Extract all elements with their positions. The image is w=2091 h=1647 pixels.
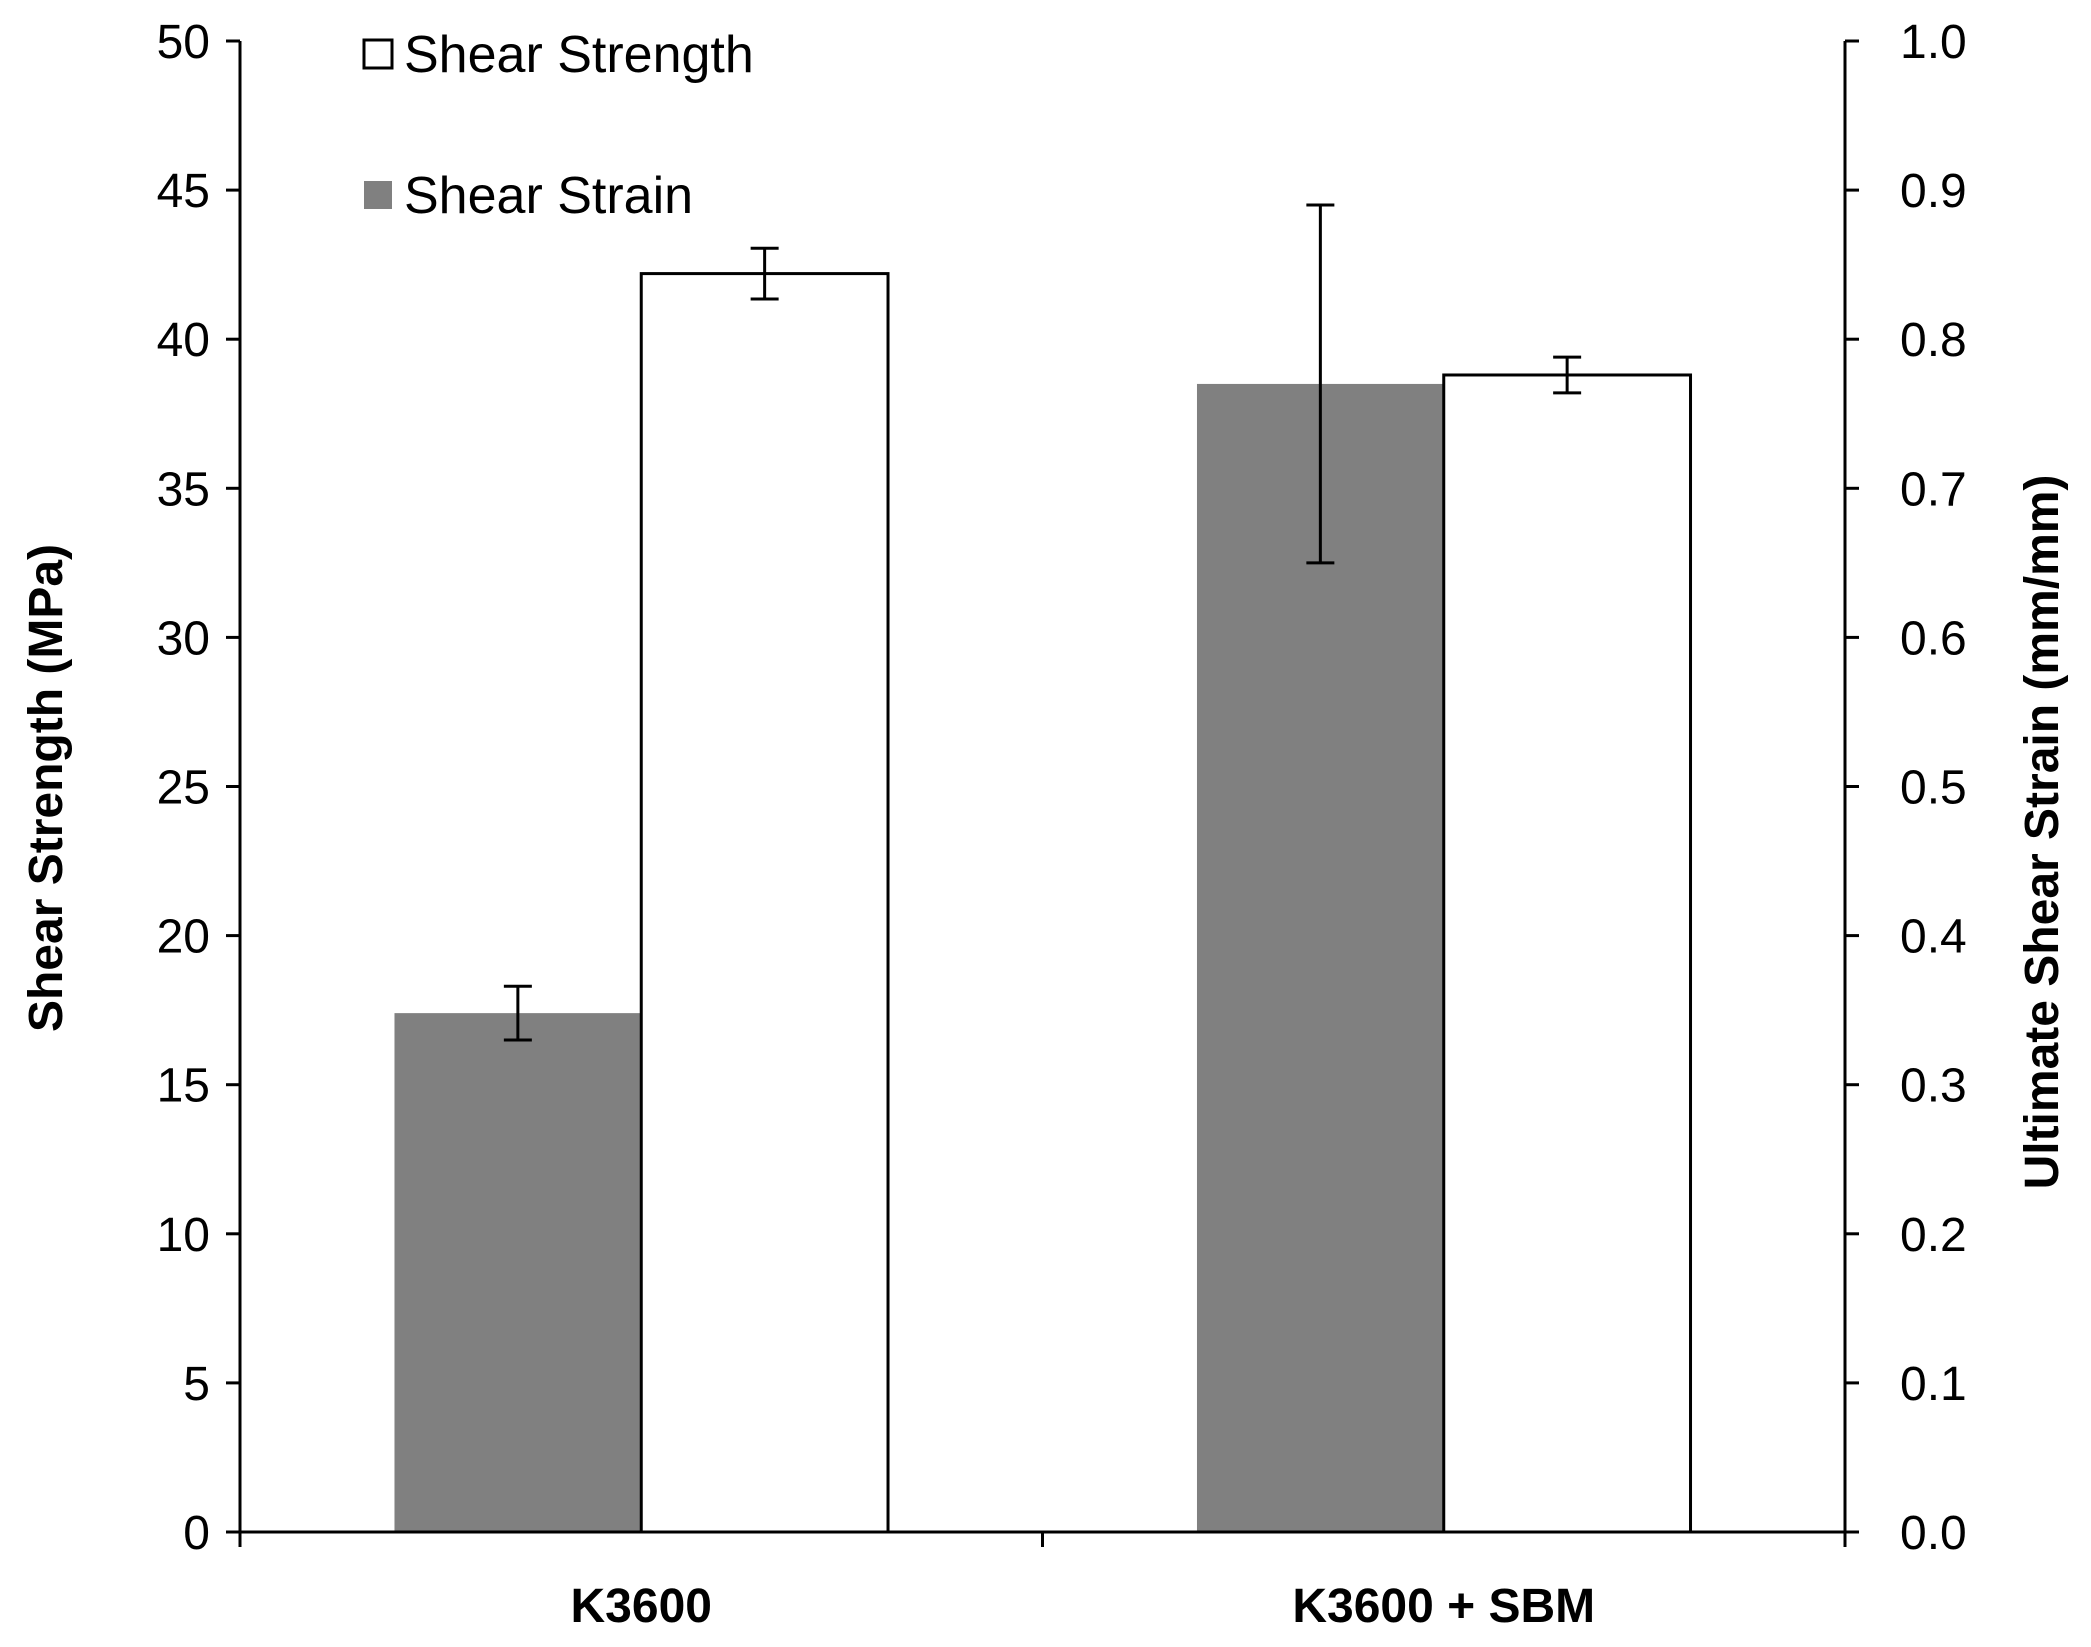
- left-tick-label: 35: [157, 463, 210, 516]
- bars-layer: [394, 272, 1693, 1534]
- legend-swatch-shear-strength: [362, 38, 394, 70]
- right-tick-label: 0.7: [1900, 463, 1967, 516]
- left-tick-label: 10: [157, 1209, 210, 1262]
- right-tick-label: 1.0: [1900, 16, 1967, 69]
- right-tick-label: 0.3: [1900, 1060, 1967, 1113]
- right-tick-label: 0.9: [1900, 165, 1967, 218]
- bar-shear-strength: [639, 272, 890, 1534]
- right-tick-label: 0.5: [1900, 762, 1967, 815]
- left-tick-label: 5: [183, 1358, 210, 1411]
- left-tick-label: 20: [157, 911, 210, 964]
- left-axis-title: Shear Strength (MPa): [20, 544, 73, 1032]
- right-tick-label: 0.8: [1900, 314, 1967, 367]
- right-axis-ticks: 0.0 0.1 0.2 0.3 0.4 0.5 0.6 0.7 0.8 0.9 1.0: [1845, 16, 1967, 1560]
- right-tick-label: 0.6: [1900, 612, 1967, 665]
- legend-label-shear-strain: Shear Strain: [404, 167, 693, 225]
- x-axis-ticks: K3600 K3600 + SBM: [238, 1532, 1847, 1633]
- category-label: K3600 + SBM: [1292, 1580, 1595, 1633]
- bar-shear-strain: [394, 1013, 642, 1532]
- legend-label-shear-strength: Shear Strength: [404, 26, 754, 84]
- left-tick-label: 30: [157, 612, 210, 665]
- right-axis-title: Ultimate Shear Strain (mm/mm): [2016, 475, 2069, 1190]
- right-tick-label: 0.1: [1900, 1358, 1967, 1411]
- category-label: K3600: [571, 1580, 712, 1633]
- left-tick-label: 45: [157, 165, 210, 218]
- left-axis-ticks: 0 5 10 15 20 25 30 35 40 45 50: [157, 16, 240, 1560]
- left-tick-label: 40: [157, 314, 210, 367]
- legend-swatch-shear-strain: [364, 181, 392, 209]
- left-tick-label: 50: [157, 16, 210, 69]
- right-tick-label: 0.4: [1900, 911, 1967, 964]
- left-tick-label: 25: [157, 762, 210, 815]
- left-tick-label: 0: [183, 1507, 210, 1560]
- legend: Shear Strength Shear Strain: [362, 26, 754, 225]
- bar-shear-strain: [1196, 383, 1444, 1533]
- error-bars-layer: [503, 203, 1582, 1042]
- right-tick-label: 0.0: [1900, 1507, 1967, 1560]
- bar-shear-strength: [1442, 373, 1693, 1534]
- right-tick-label: 0.2: [1900, 1209, 1967, 1262]
- left-tick-label: 15: [157, 1060, 210, 1113]
